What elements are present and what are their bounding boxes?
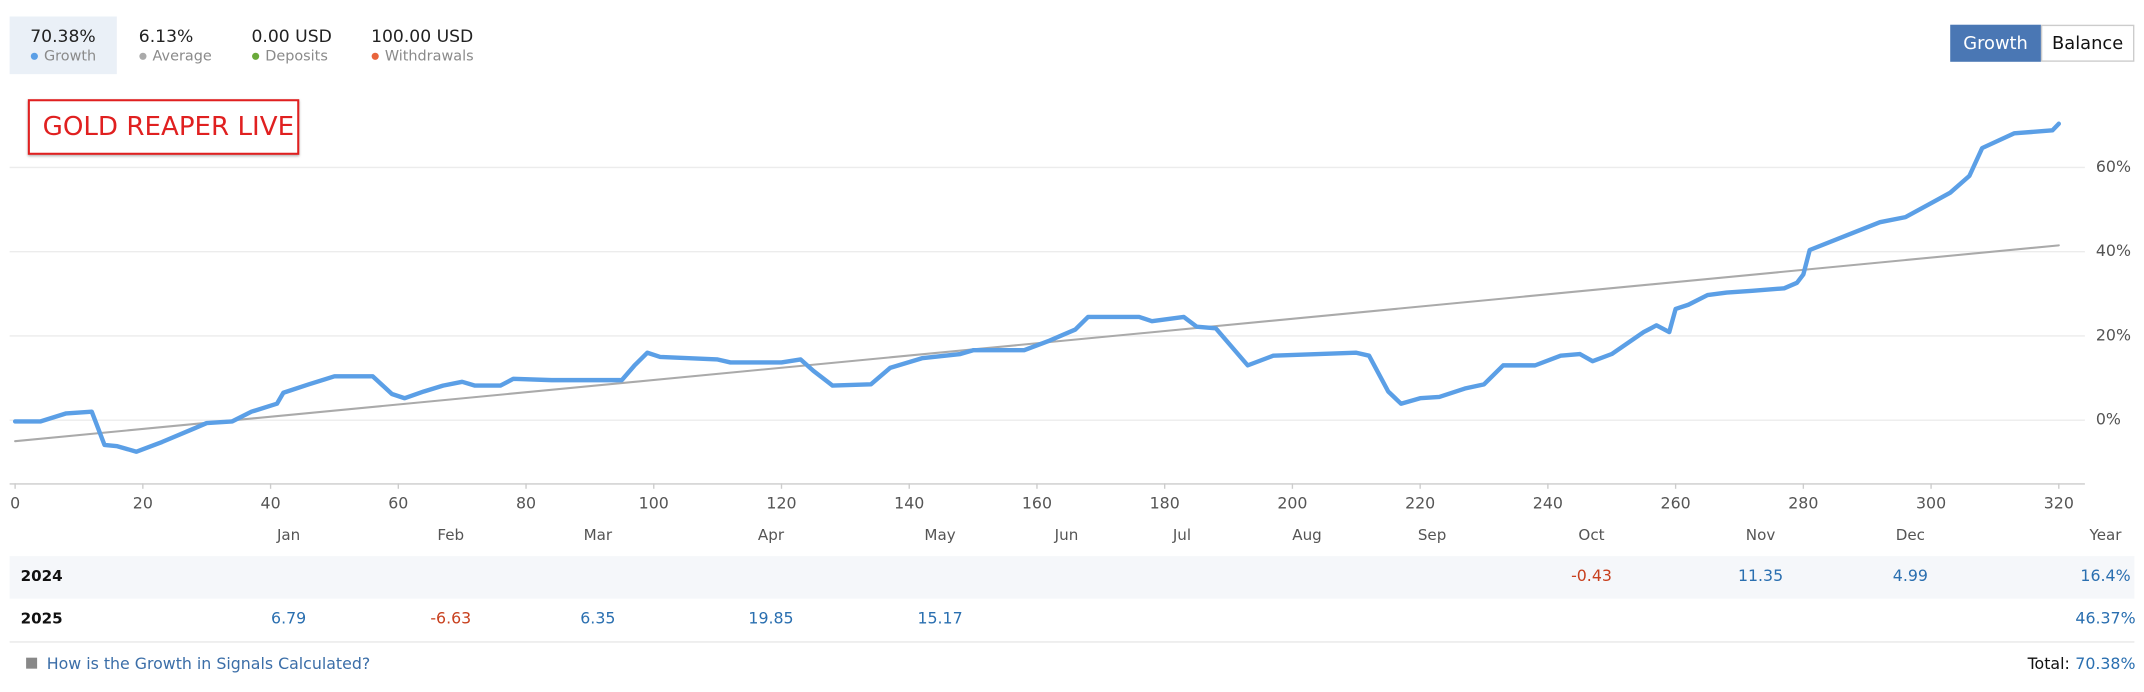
stat-label: Deposits xyxy=(265,48,328,64)
table-cell: 4.99 xyxy=(1893,566,1928,585)
total-value: 70.38% xyxy=(2075,654,2135,673)
stat-dot xyxy=(139,52,147,60)
help-link[interactable]: How is the Growth in Signals Calculated? xyxy=(47,654,371,673)
column-header: May xyxy=(924,526,955,544)
button-label[interactable]: Growth xyxy=(1963,33,2028,54)
chart-title: GOLD REAPER LIVE xyxy=(43,112,294,142)
balance-button[interactable]: Balance xyxy=(2040,24,2135,62)
table-cell: 11.35 xyxy=(1738,566,1783,585)
stat-label: Growth xyxy=(44,48,96,64)
stat-dot xyxy=(30,52,38,60)
column-header: Mar xyxy=(584,526,613,544)
column-header: Jun xyxy=(1054,526,1079,544)
x-tick-label: 280 xyxy=(1788,493,1818,512)
column-header: Oct xyxy=(1578,526,1604,544)
x-tick-label: 60 xyxy=(388,493,408,512)
stat-dot xyxy=(371,52,379,60)
row-label: 2025 xyxy=(21,610,63,628)
y-tick-label: 40% xyxy=(2096,241,2131,260)
column-header: Dec xyxy=(1896,526,1925,544)
x-tick-label: 220 xyxy=(1405,493,1435,512)
y-tick-label: 20% xyxy=(2096,325,2131,344)
x-tick-label: 160 xyxy=(1022,493,1052,512)
series-line xyxy=(12,121,2062,454)
stat-value: 6.13% xyxy=(139,27,194,47)
x-tick-label: 80 xyxy=(516,493,536,512)
column-header: Nov xyxy=(1746,526,1776,544)
table-cell: 19.85 xyxy=(748,609,793,628)
active-stat-bg xyxy=(9,16,117,75)
x-tick-label: 240 xyxy=(1533,493,1563,512)
x-tick-label: 120 xyxy=(766,493,796,512)
column-header: Apr xyxy=(758,526,785,544)
x-tick-label: 200 xyxy=(1277,493,1307,512)
stat-value: 100.00 USD xyxy=(371,27,473,47)
column-header: Aug xyxy=(1292,526,1322,544)
table-cell: 15.17 xyxy=(917,609,962,628)
stat-value: 0.00 USD xyxy=(252,27,332,47)
row-band xyxy=(9,556,2135,599)
help-icon xyxy=(26,657,38,669)
column-header: Jan xyxy=(276,526,300,544)
stat-label: Withdrawals xyxy=(385,48,474,64)
stat-label: Average xyxy=(153,48,212,64)
table-cell: -6.63 xyxy=(430,609,471,628)
column-header: Year xyxy=(2089,526,2123,544)
table-cell: 6.79 xyxy=(271,609,306,628)
y-tick-label: 0% xyxy=(2096,410,2121,429)
x-tick-label: 260 xyxy=(1661,493,1691,512)
table-cell: 46.37% xyxy=(2075,609,2135,628)
table-cell: 16.4% xyxy=(2080,566,2130,585)
column-header: Feb xyxy=(437,526,464,544)
table-cell: -0.43 xyxy=(1571,566,1612,585)
x-tick-label: 180 xyxy=(1150,493,1180,512)
total-label: Total: xyxy=(2027,654,2070,673)
table-cell: 6.35 xyxy=(580,609,615,628)
title-box xyxy=(27,99,300,155)
column-header: Jul xyxy=(1172,526,1191,544)
x-tick-label: 20 xyxy=(133,493,153,512)
row-label: 2024 xyxy=(21,567,63,585)
growth-button[interactable]: Growth xyxy=(1950,24,2041,62)
x-tick-label: 140 xyxy=(894,493,924,512)
x-tick-label: 320 xyxy=(2044,493,2074,512)
button-bg xyxy=(1950,24,2041,62)
y-tick-label: 60% xyxy=(2096,157,2131,176)
x-tick-label: 0 xyxy=(10,493,20,512)
column-header: Sep xyxy=(1418,526,1446,544)
stat-dot xyxy=(252,52,260,60)
button-label[interactable]: Balance xyxy=(2052,33,2123,54)
stat-value: 70.38% xyxy=(30,27,95,47)
x-tick-label: 40 xyxy=(261,493,281,512)
button-bg xyxy=(2040,24,2135,62)
x-tick-label: 100 xyxy=(639,493,669,512)
x-tick-label: 300 xyxy=(1916,493,1946,512)
